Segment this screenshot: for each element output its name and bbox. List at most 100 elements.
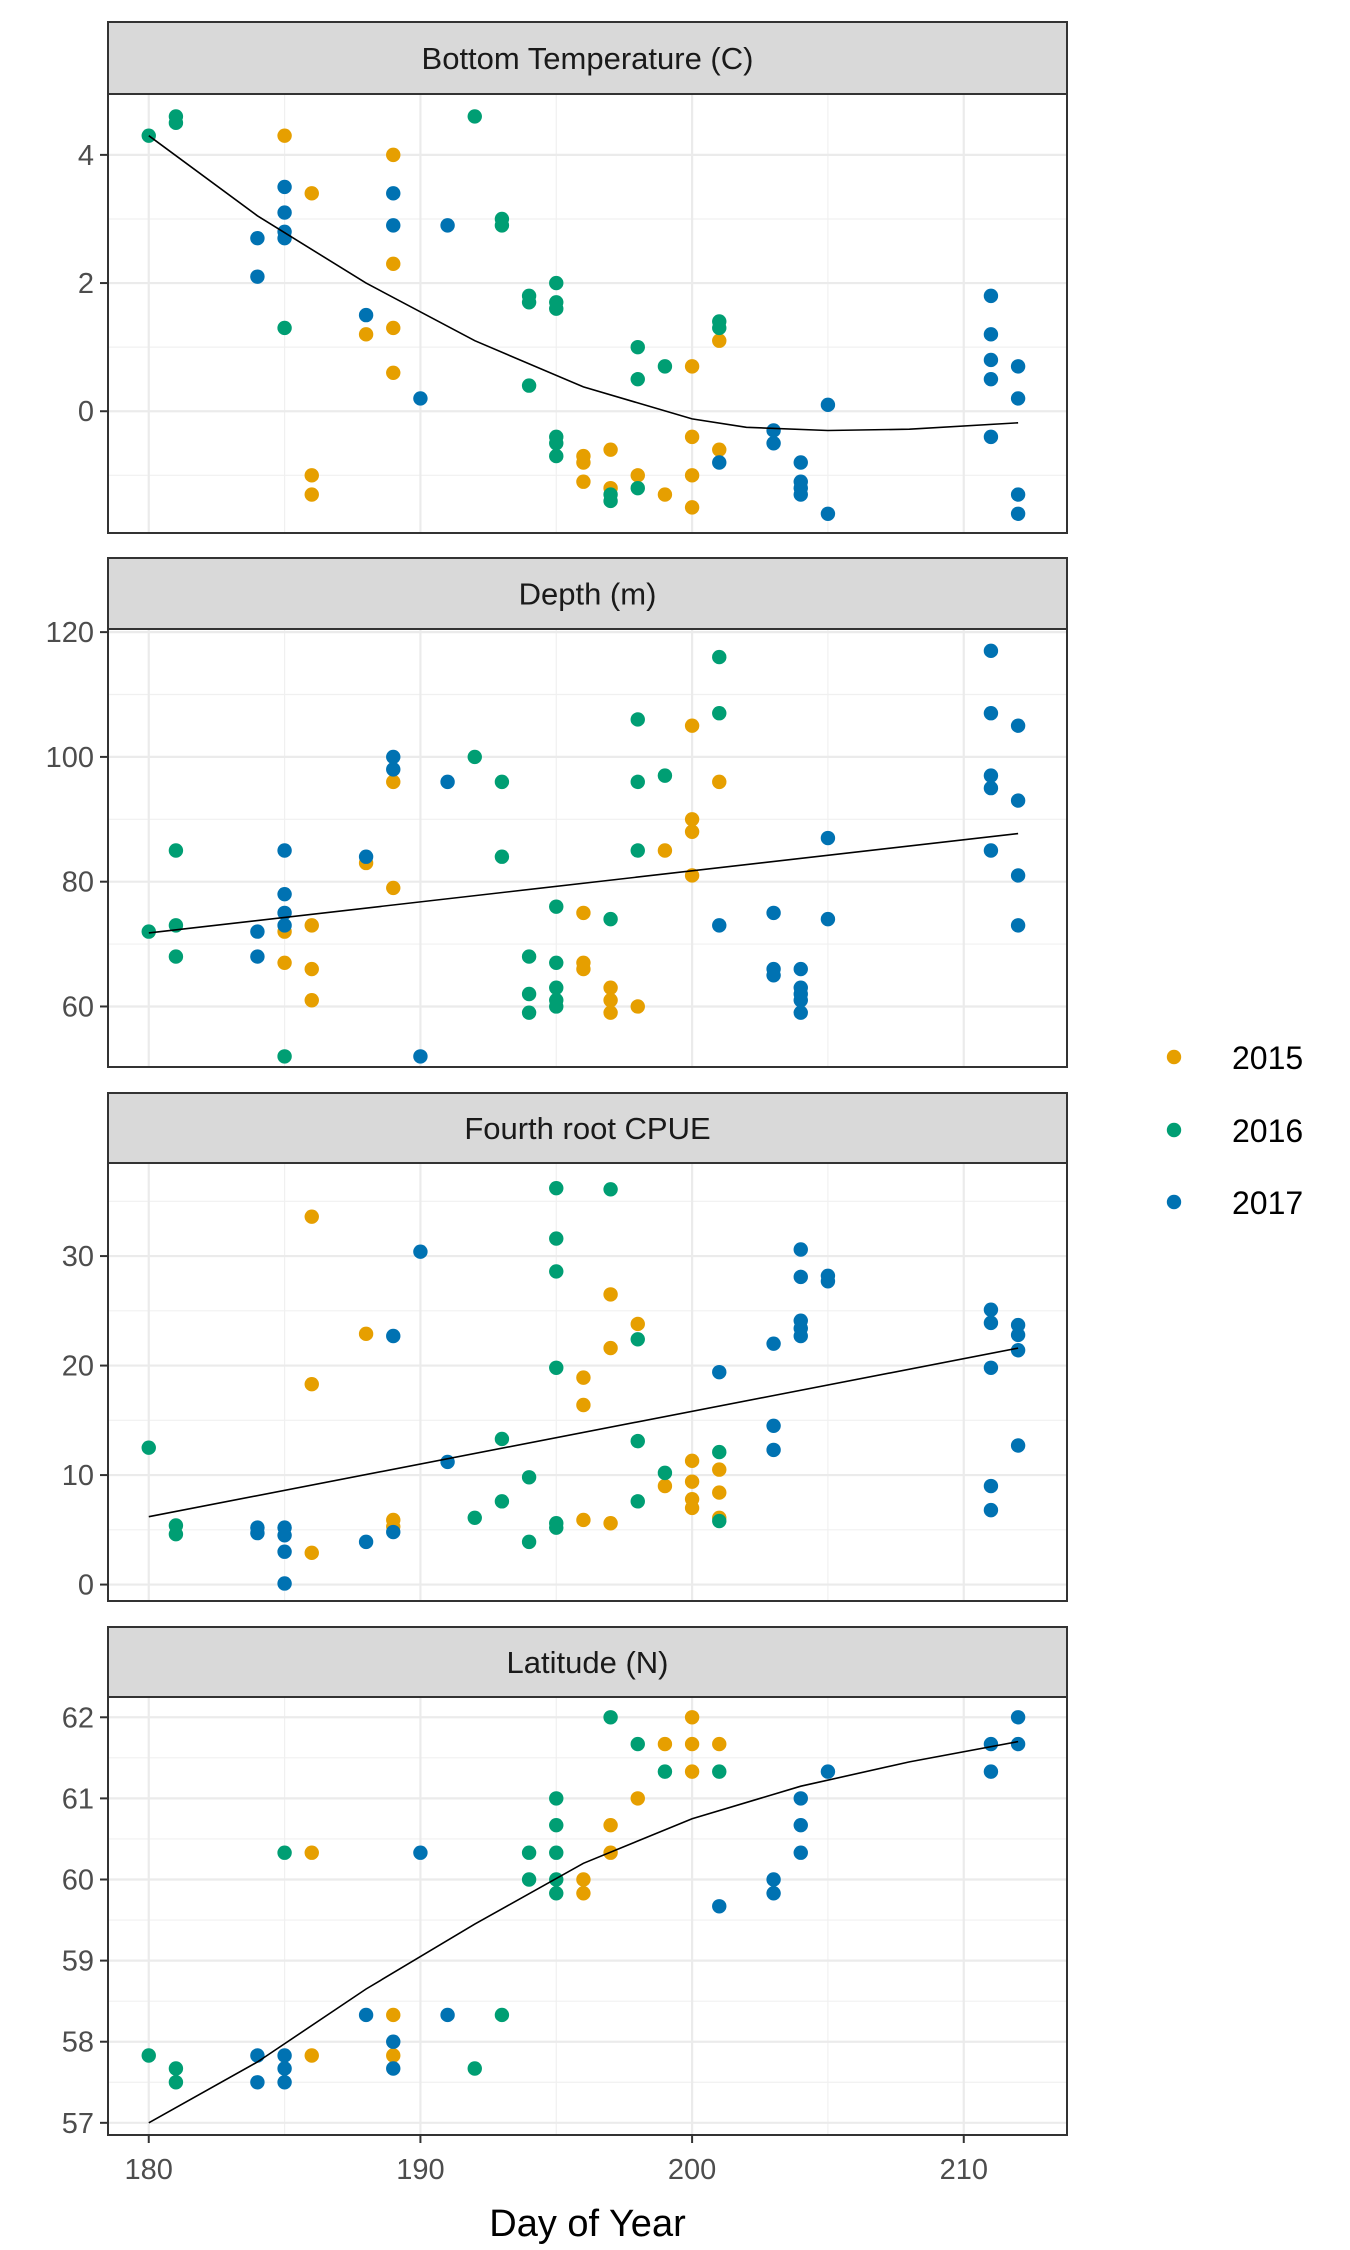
data-point xyxy=(793,1242,808,1257)
panel-strip xyxy=(107,1626,1068,1698)
data-point xyxy=(549,301,564,316)
data-point xyxy=(766,1886,781,1901)
data-point xyxy=(657,843,673,858)
data-point xyxy=(820,830,836,846)
data-point xyxy=(657,1478,673,1494)
data-point xyxy=(1010,793,1026,808)
data-point xyxy=(630,339,645,355)
data-point xyxy=(603,493,618,509)
data-point xyxy=(603,911,618,927)
data-point xyxy=(766,436,781,451)
y-tick-label: 80 xyxy=(62,867,94,899)
y-tick-label: 30 xyxy=(62,1241,94,1273)
data-point xyxy=(712,455,727,470)
data-point xyxy=(983,1502,999,1518)
data-point xyxy=(983,768,999,783)
data-point xyxy=(793,1269,808,1285)
data-point xyxy=(576,961,591,977)
legend-key xyxy=(1166,1049,1182,1065)
data-point xyxy=(712,1364,727,1380)
y-tick-label: 62 xyxy=(62,1702,94,1734)
data-point xyxy=(766,1418,781,1434)
data-point xyxy=(630,1433,645,1449)
data-point xyxy=(793,993,808,1008)
data-point xyxy=(603,442,618,457)
data-point xyxy=(467,109,482,124)
data-point xyxy=(603,1287,618,1302)
data-point xyxy=(386,186,401,201)
y-tick-label: 2 xyxy=(78,268,94,300)
data-point xyxy=(712,1899,727,1914)
panel-strip xyxy=(107,21,1068,95)
data-point xyxy=(250,2075,265,2090)
series-2017 xyxy=(250,1710,1026,2090)
data-point xyxy=(386,762,401,777)
data-point xyxy=(277,1528,292,1543)
trend-line xyxy=(148,135,1019,432)
data-point xyxy=(141,128,156,143)
data-point xyxy=(250,269,265,284)
y-tick-label: 57 xyxy=(62,2108,94,2140)
data-point xyxy=(684,429,700,445)
data-point xyxy=(549,1791,564,1806)
data-point xyxy=(820,911,836,927)
data-point xyxy=(549,436,564,451)
data-point xyxy=(712,1736,727,1752)
data-point xyxy=(766,1872,781,1887)
data-point xyxy=(1010,487,1026,502)
data-point xyxy=(494,774,510,790)
series-2017 xyxy=(250,643,1026,1064)
data-point xyxy=(712,649,727,665)
x-axis-title: Day of Year xyxy=(489,2203,686,2245)
data-point xyxy=(766,423,781,438)
data-point xyxy=(277,205,292,220)
panel-bottom-temperature-c: Bottom Temperature (C) 0 2 4 xyxy=(78,21,1068,534)
x-tick-label: 180 xyxy=(125,2154,173,2186)
data-point xyxy=(712,442,727,457)
data-point xyxy=(277,2061,292,2076)
data-point xyxy=(494,849,510,864)
panel-title: Depth (m) xyxy=(519,577,657,612)
data-point xyxy=(413,1049,428,1064)
data-point xyxy=(304,186,319,201)
data-point xyxy=(1010,718,1026,733)
data-point xyxy=(657,487,673,502)
data-point xyxy=(304,961,319,977)
data-point xyxy=(549,980,564,995)
data-point xyxy=(684,500,700,515)
panel-border xyxy=(107,628,1068,1068)
data-point xyxy=(576,905,591,921)
panel-title: Bottom Temperature (C) xyxy=(422,41,754,76)
data-point xyxy=(712,333,727,348)
data-point xyxy=(1010,506,1026,521)
data-point xyxy=(766,968,781,983)
panel-title: Fourth root CPUE xyxy=(464,1111,710,1146)
data-point xyxy=(983,1302,999,1317)
legend-item-2017: 2017 xyxy=(1166,1185,1303,1221)
series-2015 xyxy=(304,1710,727,2063)
data-point xyxy=(793,487,808,502)
data-point xyxy=(304,1845,319,1860)
trend-line xyxy=(148,1347,1019,1518)
x-tick-label: 190 xyxy=(396,2154,444,2186)
data-point xyxy=(277,1049,292,1064)
data-point xyxy=(603,993,618,1008)
data-point xyxy=(1010,1736,1026,1752)
data-point xyxy=(576,1370,591,1385)
data-point xyxy=(793,1817,808,1833)
data-point xyxy=(983,371,999,387)
data-point xyxy=(712,706,727,721)
data-point xyxy=(549,1180,564,1196)
y-tick-label: 0 xyxy=(78,396,94,428)
data-point xyxy=(168,843,184,858)
data-point xyxy=(630,1494,645,1509)
data-point xyxy=(712,774,727,790)
data-point xyxy=(820,1274,836,1289)
data-point xyxy=(712,1485,727,1500)
data-point xyxy=(793,1845,808,1860)
data-point xyxy=(684,1710,700,1725)
data-point xyxy=(603,1817,618,1833)
data-point xyxy=(304,2048,319,2063)
data-point xyxy=(467,749,482,765)
data-point xyxy=(304,1376,319,1392)
